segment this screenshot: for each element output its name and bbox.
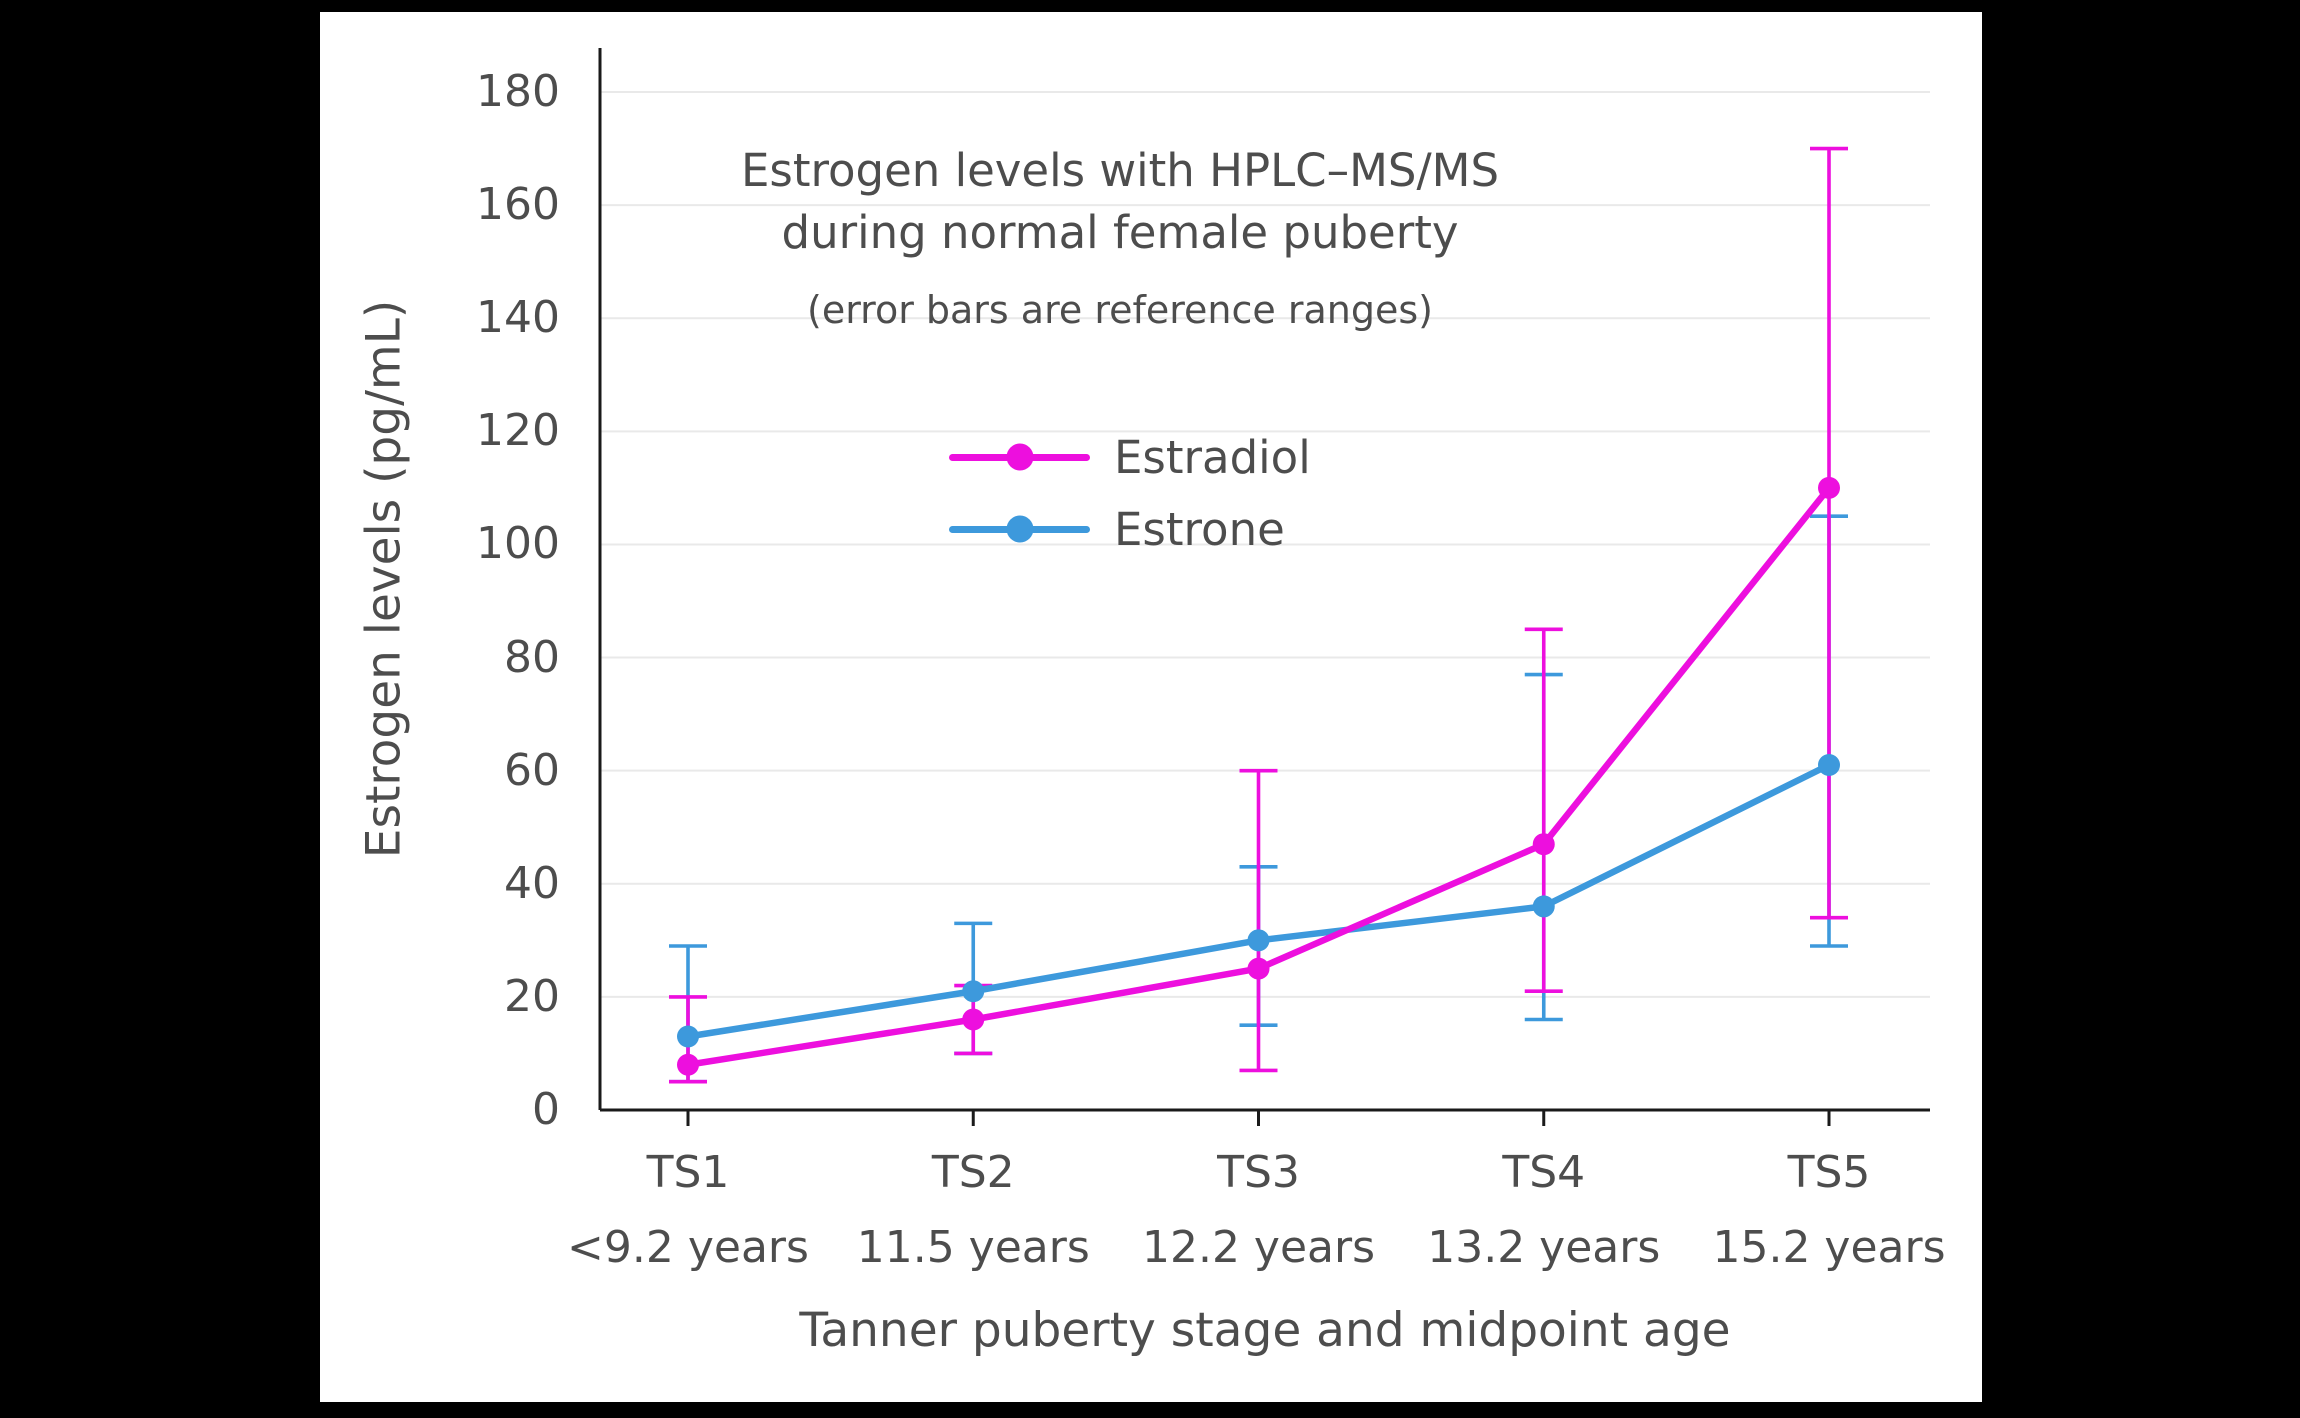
- x-tick-label: TS2: [931, 1147, 1015, 1198]
- chart-panel: Estrogen levels with HPLC–MS/MS during n…: [320, 12, 1982, 1402]
- series-markers-estradiol: [677, 476, 1840, 1076]
- estrone-marker-swatch: [1006, 515, 1033, 543]
- y-tick-label: 140: [476, 292, 560, 344]
- series-markers-estrone: [677, 754, 1840, 1048]
- y-tick-label: 0: [532, 1084, 560, 1135]
- estradiol-line-swatch: [949, 443, 1090, 471]
- y-tick-label: 180: [476, 66, 560, 117]
- x-tick-label: TS1: [646, 1147, 730, 1198]
- chart-title-line-1: Estrogen levels with HPLC–MS/MS: [740, 144, 1500, 197]
- legend-label-estrone: Estrone: [1114, 502, 1285, 556]
- y-tick-label: 40: [504, 857, 560, 909]
- plot-svg: [598, 48, 1930, 1126]
- x-axis-title: Tanner puberty stage and midpoint age: [799, 1303, 1731, 1358]
- y-tick-label: 20: [504, 970, 560, 1022]
- x-tick-label: TS4: [1502, 1147, 1586, 1198]
- x-tick-label: TS3: [1217, 1147, 1300, 1198]
- estrone-line-swatch: [949, 515, 1090, 543]
- x-tick-sublabel: 11.5 years: [856, 1222, 1090, 1273]
- x-tick-sublabel: 13.2 years: [1427, 1222, 1661, 1273]
- estradiol-marker-swatch: [1006, 443, 1033, 471]
- x-tick-sublabel: 12.2 years: [1141, 1222, 1376, 1273]
- x-tick-marks: [686, 1110, 1831, 1126]
- chart-subtitle: (error bars are reference ranges): [807, 288, 1433, 332]
- legend-item-estradiol: Estradiol: [949, 429, 1311, 485]
- gridlines: [600, 91, 1930, 998]
- chart-title: Estrogen levels with HPLC–MS/MS during n…: [570, 140, 1670, 264]
- x-tick-sublabel: <9.2 years: [567, 1222, 809, 1273]
- y-tick-label: 80: [504, 631, 560, 683]
- legend-label-estradiol: Estradiol: [1114, 430, 1311, 484]
- error-bars-estradiol: [669, 146, 1848, 1084]
- x-tick-sublabel: 15.2 years: [1712, 1222, 1946, 1273]
- y-tick-label: 100: [476, 518, 560, 570]
- y-tick-label: 60: [504, 744, 560, 796]
- chart-title-line-2: during normal female puberty: [781, 206, 1459, 259]
- legend-item-estrone: Estrone: [949, 501, 1311, 557]
- y-tick-label: 120: [476, 405, 560, 457]
- x-tick-label: TS5: [1787, 1147, 1871, 1198]
- y-tick-label: 160: [476, 179, 560, 231]
- legend: Estradiol Estrone: [949, 429, 1311, 557]
